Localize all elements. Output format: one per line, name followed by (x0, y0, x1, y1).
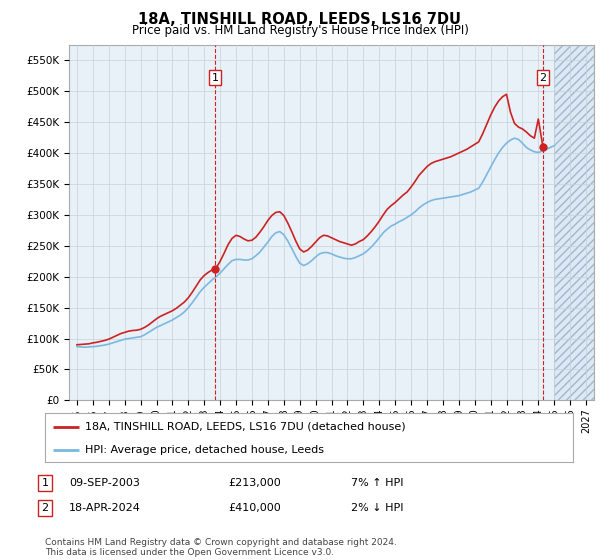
Text: £410,000: £410,000 (228, 503, 281, 513)
Text: 1: 1 (212, 73, 219, 82)
Text: 2: 2 (41, 503, 49, 513)
Bar (554, 45, 594, 400)
Text: 09-SEP-2003: 09-SEP-2003 (69, 478, 140, 488)
Text: 2% ↓ HPI: 2% ↓ HPI (351, 503, 404, 513)
Text: 2: 2 (539, 73, 547, 82)
Text: 7% ↑ HPI: 7% ↑ HPI (351, 478, 404, 488)
Text: 18A, TINSHILL ROAD, LEEDS, LS16 7DU (detached house): 18A, TINSHILL ROAD, LEEDS, LS16 7DU (det… (85, 422, 405, 432)
Text: 1: 1 (41, 478, 49, 488)
Text: HPI: Average price, detached house, Leeds: HPI: Average price, detached house, Leed… (85, 445, 323, 455)
Text: £213,000: £213,000 (228, 478, 281, 488)
Text: 18-APR-2024: 18-APR-2024 (69, 503, 141, 513)
Text: Contains HM Land Registry data © Crown copyright and database right 2024.
This d: Contains HM Land Registry data © Crown c… (45, 538, 397, 557)
Text: 18A, TINSHILL ROAD, LEEDS, LS16 7DU: 18A, TINSHILL ROAD, LEEDS, LS16 7DU (139, 12, 461, 27)
Text: Price paid vs. HM Land Registry's House Price Index (HPI): Price paid vs. HM Land Registry's House … (131, 24, 469, 36)
